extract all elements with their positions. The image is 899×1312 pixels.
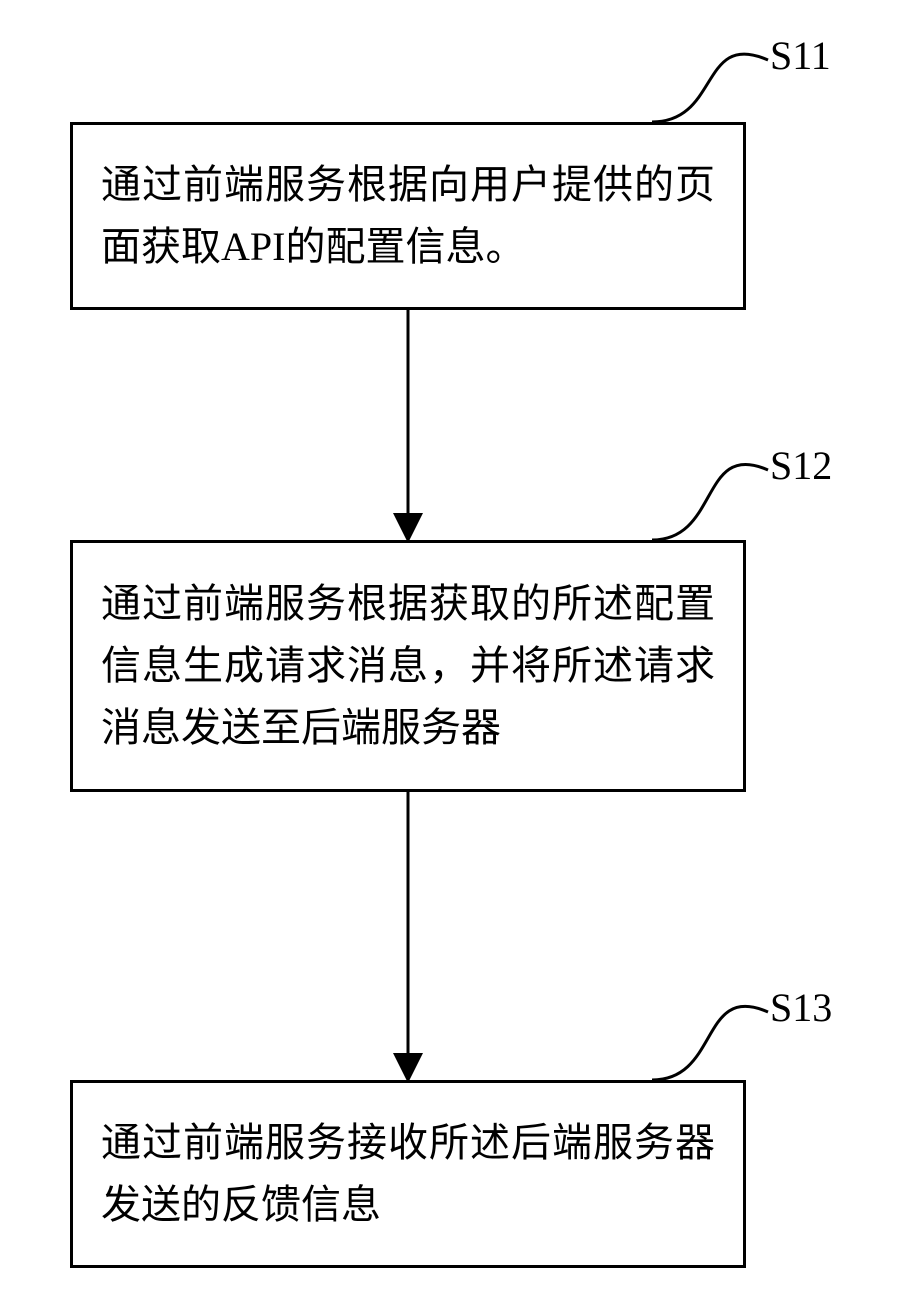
step-label-s13: S13	[770, 984, 832, 1031]
flow-step-s13: 通过前端服务接收所述后端服务器发送的反馈信息	[70, 1080, 746, 1268]
flow-step-s12-text: 通过前端服务根据获取的所述配置信息生成请求消息，并将所述请求消息发送至后端服务器	[101, 573, 715, 759]
callout-s12	[652, 464, 768, 540]
callout-s11	[652, 54, 768, 122]
flow-step-s11: 通过前端服务根据向用户提供的页面获取API的配置信息。	[70, 122, 746, 310]
flow-step-s12: 通过前端服务根据获取的所述配置信息生成请求消息，并将所述请求消息发送至后端服务器	[70, 540, 746, 792]
step-label-s12: S12	[770, 442, 832, 489]
callout-s13	[652, 1006, 768, 1080]
flow-step-s13-text: 通过前端服务接收所述后端服务器发送的反馈信息	[101, 1112, 715, 1236]
step-label-s11: S11	[770, 32, 831, 79]
flow-step-s11-text: 通过前端服务根据向用户提供的页面获取API的配置信息。	[101, 154, 715, 278]
